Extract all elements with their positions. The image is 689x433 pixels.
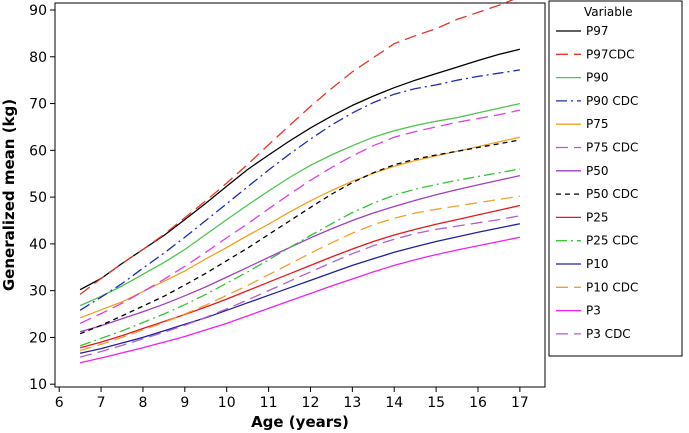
x-tick-label: 13 [343, 395, 361, 411]
x-axis-title: Age (years) [251, 413, 349, 431]
series-line-12 [79, 236, 521, 364]
y-tick-label: 80 [29, 50, 47, 66]
legend-label: P3 CDC [586, 327, 631, 341]
series-line-0 [79, 48, 521, 291]
plot-frame [54, 2, 546, 388]
x-tick-label: 12 [302, 395, 320, 411]
y-tick-label: 70 [29, 97, 47, 113]
y-axis: 10 20 30 40 50 60 70 80 90 [29, 3, 55, 393]
legend-label: P97 [586, 24, 609, 38]
series-line-2 [79, 102, 521, 307]
x-tick-label: 15 [427, 395, 445, 411]
legend-label: P75 [586, 117, 609, 131]
legend-label: P10 [586, 257, 609, 271]
series-line-1 [79, 0, 514, 295]
y-tick-label: 50 [29, 190, 47, 206]
legend-label: P25 CDC [586, 234, 638, 248]
x-tick-label: 6 [55, 395, 64, 411]
x-tick-label: 10 [218, 395, 236, 411]
x-tick-label: 11 [260, 395, 278, 411]
series-lines [79, 0, 521, 364]
y-tick-label: 10 [29, 377, 47, 393]
x-tick-label: 9 [180, 395, 189, 411]
legend-label: P25 [586, 210, 609, 224]
series-line-4 [79, 136, 521, 319]
series-line-8 [79, 204, 521, 349]
legend-label: P50 CDC [586, 187, 638, 201]
series-line-7 [79, 139, 521, 335]
legend-label: P3 [586, 304, 601, 318]
x-axis: 6 7 8 9 10 11 12 13 14 15 16 17 [55, 387, 529, 411]
x-tick-label: 17 [511, 395, 529, 411]
plot-border [54, 2, 546, 388]
legend-label: P50 [586, 164, 609, 178]
legend-label: P97CDC [586, 47, 635, 61]
legend-box [548, 0, 683, 357]
series-line-13 [79, 215, 521, 358]
series-line-11 [79, 195, 520, 352]
legend-items: P97 P97CDC P90 P90 CDC P75 P75 CDC P50 P50 CDC P… [556, 24, 638, 341]
y-tick-label: 30 [29, 284, 47, 300]
series-line-10 [79, 223, 521, 354]
series-line-3 [79, 69, 521, 311]
series-line-9 [79, 168, 521, 347]
y-tick-label: 20 [29, 330, 47, 346]
legend: Variable P97 P97CDC P90 P90 CDC P75 P75 CDC P5… [548, 0, 683, 357]
legend-title: Variable [584, 5, 633, 19]
legend-label: P90 [586, 71, 609, 85]
x-tick-label: 7 [97, 395, 106, 411]
y-axis-title: Generalized mean (kg) [0, 99, 18, 291]
x-tick-label: 8 [138, 395, 147, 411]
legend-label: P10 CDC [586, 280, 638, 294]
y-tick-label: 60 [29, 143, 47, 159]
y-tick-label: 40 [29, 237, 47, 253]
series-line-5 [79, 109, 521, 324]
x-tick-label: 14 [385, 395, 403, 411]
y-tick-label: 90 [29, 3, 47, 19]
legend-label: P75 CDC [586, 141, 638, 155]
series-line-6 [79, 174, 521, 333]
legend-label: P90 CDC [586, 94, 638, 108]
x-tick-label: 16 [469, 395, 487, 411]
